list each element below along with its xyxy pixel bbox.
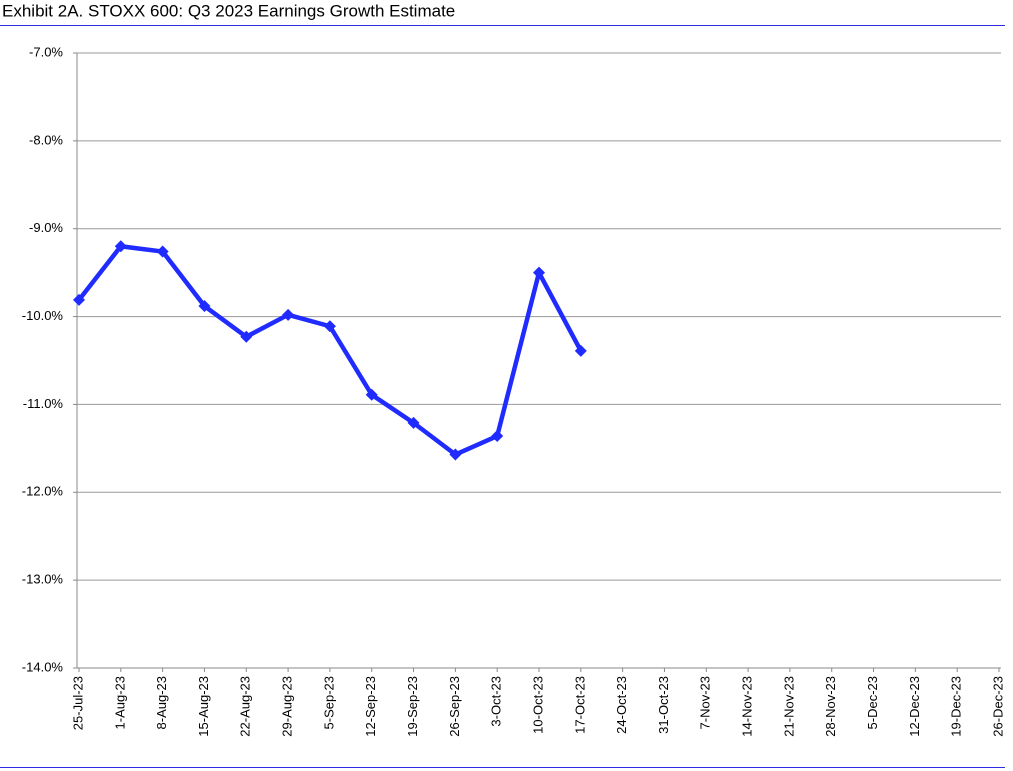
- y-tick-label: -13.0%: [22, 572, 64, 587]
- marker: [407, 416, 420, 429]
- marker: [449, 448, 462, 461]
- x-tick-label: 5-Dec-23: [865, 676, 880, 729]
- marker: [323, 320, 336, 333]
- x-tick-label: 26-Dec-23: [990, 676, 1005, 737]
- x-tick-label: 1-Aug-23: [112, 676, 127, 729]
- y-tick-label: -14.0%: [22, 659, 64, 674]
- x-tick-label: 19-Dec-23: [949, 676, 964, 737]
- marker: [574, 344, 587, 357]
- x-tick-label: 22-Aug-23: [238, 676, 253, 737]
- x-tick-label: 3-Oct-23: [489, 676, 504, 727]
- series-line: [77, 244, 583, 457]
- x-tick-label: 15-Aug-23: [196, 676, 211, 737]
- marker: [156, 245, 169, 258]
- marker: [73, 293, 85, 306]
- x-tick-label: 12-Dec-23: [907, 676, 922, 737]
- chart-title: Exhibit 2A. STOXX 600: Q3 2023 Earnings …: [2, 1, 455, 20]
- x-tick-label: 7-Nov-23: [698, 676, 713, 729]
- x-tick-label: 12-Sep-23: [363, 676, 378, 737]
- x-tick-label: 31-Oct-23: [656, 676, 671, 734]
- marker: [533, 266, 545, 279]
- x-tick-label: 8-Aug-23: [154, 676, 169, 729]
- x-tick-label: 19-Sep-23: [405, 676, 420, 737]
- x-tick-label: 25-Jul-23: [70, 676, 85, 730]
- y-tick-label: -9.0%: [29, 220, 63, 235]
- y-tick-label: -7.0%: [29, 44, 63, 59]
- marker: [198, 300, 211, 313]
- marker: [491, 430, 504, 443]
- x-tick-label: 26-Sep-23: [447, 676, 462, 737]
- x-tick-label: 28-Nov-23: [823, 676, 838, 737]
- marker: [282, 308, 295, 321]
- x-tick-label: 10-Oct-23: [530, 676, 545, 734]
- x-tick-label: 29-Aug-23: [280, 676, 295, 737]
- x-tick-label: 5-Sep-23: [321, 676, 336, 729]
- marker: [240, 330, 253, 343]
- x-tick-label: 24-Oct-23: [614, 676, 629, 734]
- y-tick-label: -8.0%: [29, 132, 63, 147]
- x-tick-label: 14-Nov-23: [740, 676, 755, 737]
- x-tick-label: 17-Oct-23: [572, 676, 587, 734]
- y-tick-label: -12.0%: [22, 484, 64, 499]
- marker: [365, 388, 378, 401]
- x-tick-label: 21-Nov-23: [781, 676, 796, 737]
- marker: [114, 240, 127, 253]
- y-tick-label: -11.0%: [23, 396, 64, 411]
- y-tick-label: -10.0%: [22, 308, 64, 323]
